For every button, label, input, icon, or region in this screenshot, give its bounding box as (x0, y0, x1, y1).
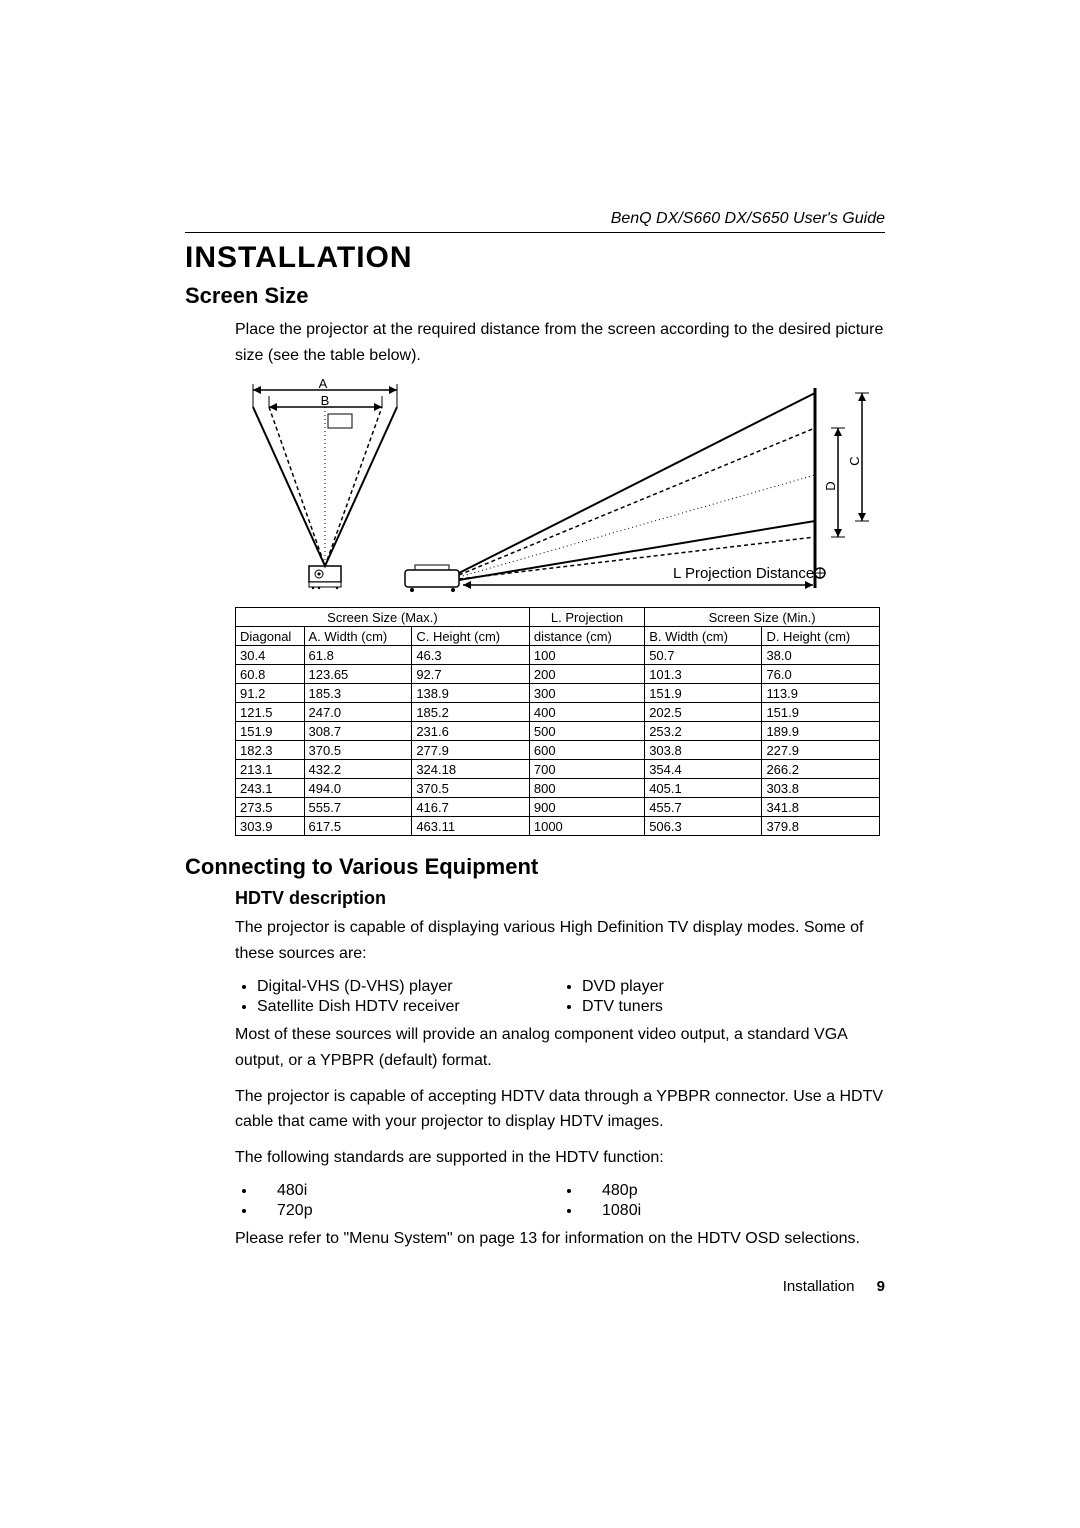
hdtv-p5: Please refer to "Menu System" on page 13… (235, 1226, 885, 1252)
table-row: 213.1432.2324.18700354.4266.2 (236, 760, 880, 779)
label-L: L Projection Distance (673, 565, 814, 582)
footer-section: Installation (783, 1278, 855, 1295)
list-item: DTV tuners (582, 998, 885, 1016)
table-header-row2: Diagonal A. Width (cm) C. Height (cm) di… (236, 627, 880, 646)
screen-size-intro: Place the projector at the required dist… (235, 317, 885, 368)
list-item: 1080i (582, 1202, 885, 1220)
hdtv-p1: The projector is capable of displaying v… (235, 915, 885, 966)
page-footer: Installation 9 (185, 1278, 885, 1295)
table-row: 30.461.846.310050.738.0 (236, 646, 880, 665)
hdtv-p4: The following standards are supported in… (235, 1145, 885, 1171)
screen-size-heading: Screen Size (185, 283, 885, 309)
table-row: 182.3370.5277.9600303.8227.9 (236, 741, 880, 760)
list-item: DVD player (582, 978, 885, 996)
hdtv-heading: HDTV description (235, 888, 885, 909)
list-item: 480i (257, 1182, 560, 1200)
screen-size-table: Screen Size (Max.) L. Projection Screen … (235, 607, 880, 836)
projection-diagram: A B (235, 378, 885, 603)
table-row: 60.8123.6592.7200101.376.0 (236, 665, 880, 684)
guide-title: BenQ DX/S660 DX/S650 User's Guide (185, 210, 885, 233)
section-title: INSTALLATION (185, 241, 885, 275)
list-item: Digital-VHS (D-VHS) player (257, 978, 560, 996)
connecting-heading: Connecting to Various Equipment (185, 854, 885, 880)
sources-list: Digital-VHS (D-VHS) player Satellite Dish… (235, 976, 885, 1022)
label-A: A (319, 378, 328, 391)
standards-list: 480i 720p 480p 1080i (235, 1180, 885, 1226)
label-B: B (321, 393, 330, 408)
hdtv-p2: Most of these sources will provide an an… (235, 1022, 885, 1073)
page-number: 9 (877, 1278, 885, 1295)
list-item: Satellite Dish HDTV receiver (257, 998, 560, 1016)
label-D: D (823, 481, 838, 490)
table-row: 273.5555.7416.7900455.7341.8 (236, 798, 880, 817)
table-row: 303.9617.5463.111000506.3379.8 (236, 817, 880, 836)
table-header-row1: Screen Size (Max.) L. Projection Screen … (236, 608, 880, 627)
list-item: 720p (257, 1202, 560, 1220)
list-item: 480p (582, 1182, 885, 1200)
table-row: 91.2185.3138.9300151.9113.9 (236, 684, 880, 703)
table-row: 121.5247.0185.2400202.5151.9 (236, 703, 880, 722)
table-row: 243.1494.0370.5800405.1303.8 (236, 779, 880, 798)
label-C: C (847, 456, 862, 465)
table-row: 151.9308.7231.6500253.2189.9 (236, 722, 880, 741)
hdtv-p3: The projector is capable of accepting HD… (235, 1084, 885, 1135)
